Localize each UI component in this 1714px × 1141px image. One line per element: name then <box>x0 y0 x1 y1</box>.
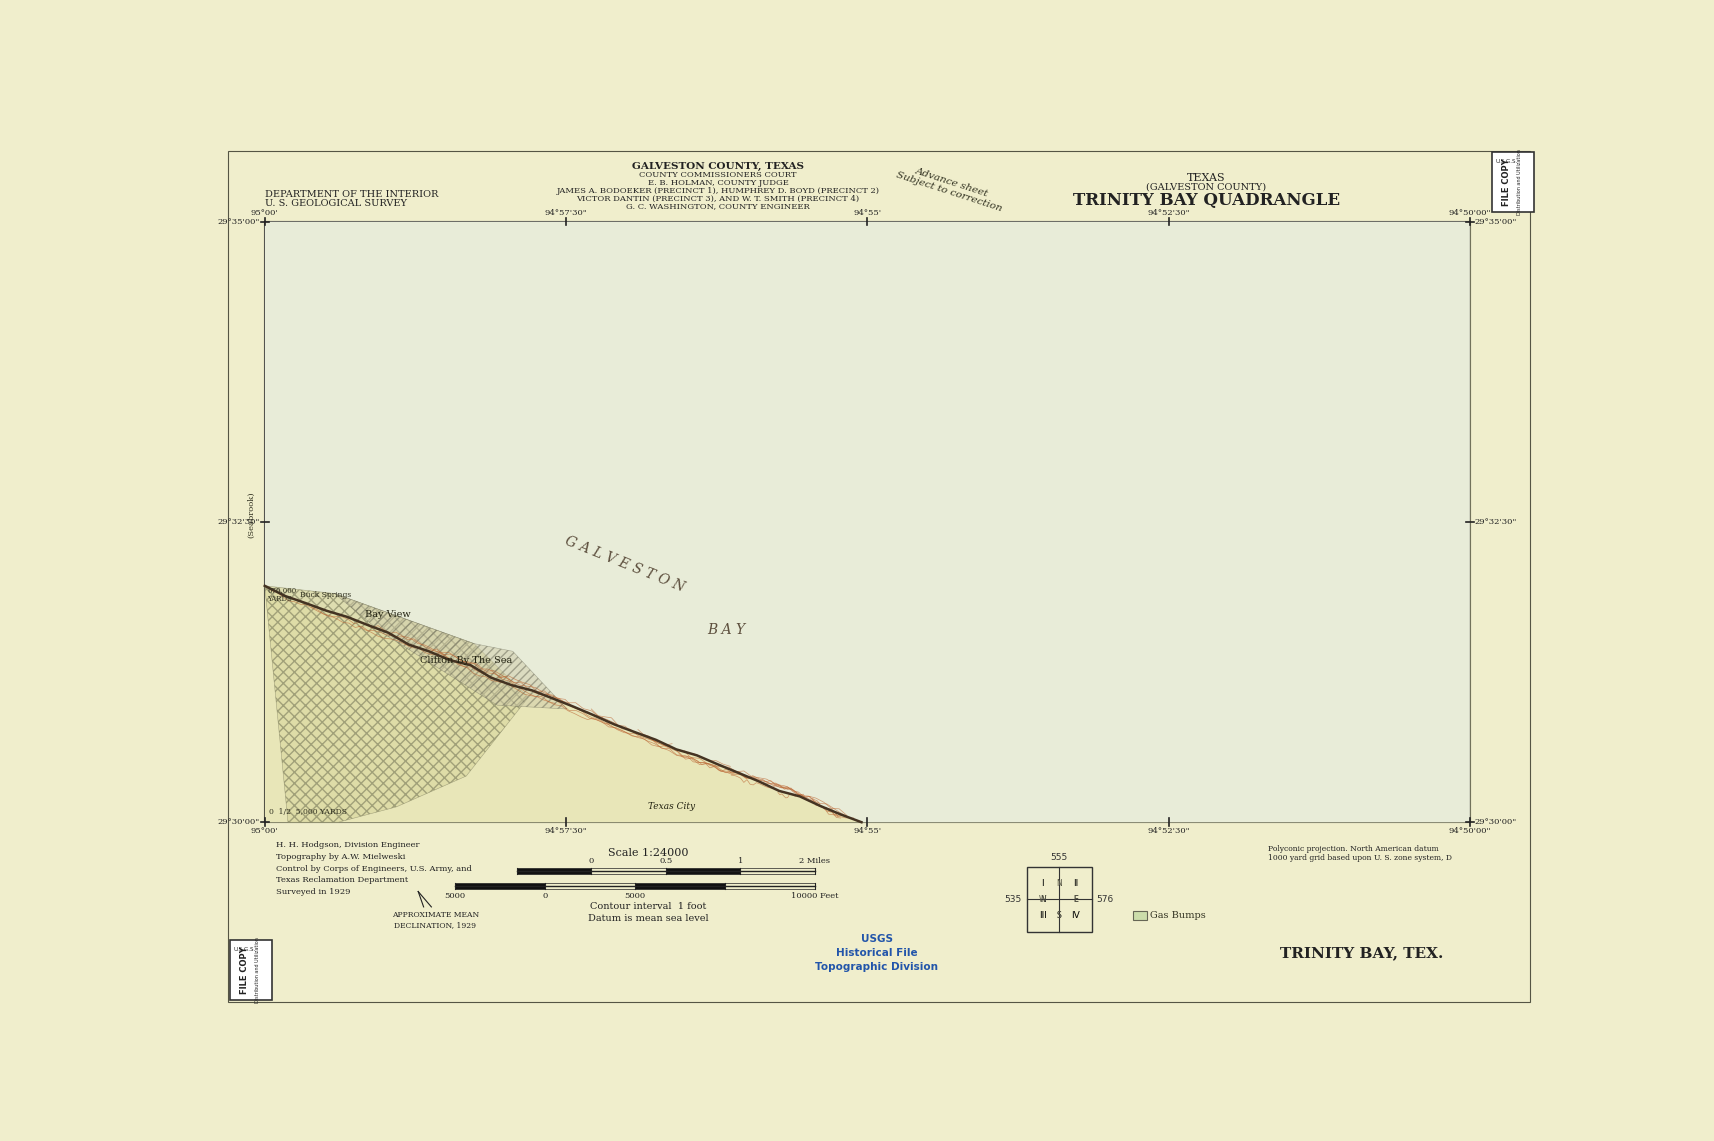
Text: U.S.G.S.: U.S.G.S. <box>1495 159 1517 164</box>
Text: TRINITY BAY QUADRANGLE: TRINITY BAY QUADRANGLE <box>1073 192 1339 209</box>
Text: III: III <box>1039 911 1046 920</box>
Text: S: S <box>1056 911 1061 920</box>
Text: U.S.G.S.: U.S.G.S. <box>233 947 255 952</box>
Bar <box>545 883 634 889</box>
Text: W: W <box>1039 895 1046 904</box>
Text: E: E <box>1073 895 1076 904</box>
Text: Advance sheet
Subject to correction: Advance sheet Subject to correction <box>895 161 1006 213</box>
Bar <box>725 883 814 889</box>
Text: 5000: 5000 <box>444 891 464 899</box>
Text: Bay View: Bay View <box>365 609 411 618</box>
Text: 1000 yard grid based upon U. S. zone system, D: 1000 yard grid based upon U. S. zone sys… <box>1268 855 1452 863</box>
Text: JAMES A. BODOEKER (PRECINCT 1), HUMPHREY D. BOYD (PRECINCT 2): JAMES A. BODOEKER (PRECINCT 1), HUMPHREY… <box>557 187 879 195</box>
Bar <box>1131 911 1147 920</box>
Text: 94°55': 94°55' <box>854 827 881 835</box>
Text: Distribution and Utilization: Distribution and Utilization <box>1515 149 1520 216</box>
Text: DEPARTMENT OF THE INTERIOR: DEPARTMENT OF THE INTERIOR <box>264 191 437 200</box>
Text: I: I <box>1040 879 1044 888</box>
Text: 0  1/2  5,000 YARDS: 0 1/2 5,000 YARDS <box>269 808 346 816</box>
Text: I: I <box>1058 880 1059 887</box>
Text: GALVESTON COUNTY, TEXAS: GALVESTON COUNTY, TEXAS <box>632 162 804 171</box>
Text: E. B. HOLMAN, COUNTY JUDGE: E. B. HOLMAN, COUNTY JUDGE <box>648 179 788 187</box>
Text: H. H. Hodgson, Division Engineer
Topography by A.W. Mielweski
Control by Corps o: H. H. Hodgson, Division Engineer Topogra… <box>276 841 471 896</box>
Text: Distribution and Utilization: Distribution and Utilization <box>255 937 261 1003</box>
Text: U. S. GEOLOGICAL SURVEY: U. S. GEOLOGICAL SURVEY <box>264 200 406 209</box>
Bar <box>591 867 665 874</box>
Text: E: E <box>1073 895 1076 904</box>
Bar <box>516 867 591 874</box>
Text: 94°55': 94°55' <box>854 209 881 217</box>
Text: USGS
Historical File
Topographic Division: USGS Historical File Topographic Divisio… <box>816 934 938 972</box>
Text: 29°32'30": 29°32'30" <box>218 518 261 526</box>
Text: COUNTY COMMISSIONERS COURT: COUNTY COMMISSIONERS COURT <box>639 171 797 179</box>
Text: 94°57'30": 94°57'30" <box>545 827 588 835</box>
Text: 95°00': 95°00' <box>250 209 278 217</box>
Text: 0.5: 0.5 <box>658 857 672 865</box>
Text: 94°52'30": 94°52'30" <box>1147 827 1190 835</box>
Text: 535: 535 <box>1004 895 1022 904</box>
Text: Contour interval  1 foot: Contour interval 1 foot <box>590 903 706 912</box>
Bar <box>1027 867 1092 931</box>
Text: IV: IV <box>1071 911 1080 920</box>
Text: 94°52'30": 94°52'30" <box>1147 209 1190 217</box>
Bar <box>665 867 740 874</box>
Text: 670,000
YARDS: 670,000 YARDS <box>267 585 297 604</box>
Text: 29°35'00": 29°35'00" <box>218 218 261 226</box>
Text: 94°50'00": 94°50'00" <box>1448 827 1489 835</box>
Text: N: N <box>1056 879 1061 888</box>
Bar <box>740 867 814 874</box>
Text: 94°57'30": 94°57'30" <box>545 209 588 217</box>
Bar <box>634 883 725 889</box>
Text: VICTOR DANTIN (PRECINCT 3), AND W. T. SMITH (PRECINCT 4): VICTOR DANTIN (PRECINCT 3), AND W. T. SM… <box>576 194 859 202</box>
Text: 95°00': 95°00' <box>250 827 278 835</box>
Text: 10000 Feet: 10000 Feet <box>790 891 838 899</box>
Text: 29°30'00": 29°30'00" <box>218 818 261 826</box>
Text: (Seabrook): (Seabrook) <box>247 491 255 537</box>
Polygon shape <box>264 221 1469 823</box>
Text: S: S <box>1056 911 1061 920</box>
Bar <box>454 883 545 889</box>
Bar <box>1491 152 1534 212</box>
Text: Gas Bumps: Gas Bumps <box>1148 911 1205 920</box>
Text: 1: 1 <box>737 857 742 865</box>
Text: TRINITY BAY, TEX.: TRINITY BAY, TEX. <box>1279 946 1441 960</box>
Polygon shape <box>264 585 860 823</box>
Text: N: N <box>1039 895 1046 904</box>
Text: 0: 0 <box>588 857 593 865</box>
Text: 5000: 5000 <box>624 891 644 899</box>
Text: 2 Miles: 2 Miles <box>799 857 830 865</box>
Text: B A Y: B A Y <box>706 623 744 637</box>
Text: 29°35'00": 29°35'00" <box>1474 218 1515 226</box>
Text: FILE COPY: FILE COPY <box>1501 159 1510 207</box>
Text: FILE COPY: FILE COPY <box>240 946 249 994</box>
Text: 555: 555 <box>1051 853 1068 863</box>
Text: G. C. WASHINGTON, COUNTY ENGINEER: G. C. WASHINGTON, COUNTY ENGINEER <box>626 202 809 210</box>
Text: 576: 576 <box>1095 895 1112 904</box>
Text: (GALVESTON COUNTY): (GALVESTON COUNTY) <box>1145 183 1265 192</box>
Text: Clifton By The Sea: Clifton By The Sea <box>420 656 512 665</box>
Polygon shape <box>334 593 567 709</box>
Text: Buck Springs: Buck Springs <box>300 591 351 599</box>
Text: 29°30'00": 29°30'00" <box>1474 818 1515 826</box>
Polygon shape <box>264 585 528 823</box>
Text: APPROXIMATE MEAN
DECLINATION, 1929: APPROXIMATE MEAN DECLINATION, 1929 <box>391 911 478 929</box>
Bar <box>230 940 273 1001</box>
Text: 29°32'30": 29°32'30" <box>1474 518 1515 526</box>
Text: II: II <box>1073 879 1078 888</box>
Text: 94°50'00": 94°50'00" <box>1448 209 1489 217</box>
Text: Texas City: Texas City <box>648 802 694 811</box>
Text: Scale 1:24000: Scale 1:24000 <box>608 848 689 858</box>
Text: TEXAS: TEXAS <box>1186 172 1226 183</box>
Text: G A L V E S T O N: G A L V E S T O N <box>562 534 687 594</box>
Text: Polyconic projection. North American datum: Polyconic projection. North American dat… <box>1268 845 1438 853</box>
Text: Datum is mean sea level: Datum is mean sea level <box>588 914 708 923</box>
Text: 0: 0 <box>542 891 547 899</box>
Bar <box>264 221 1469 823</box>
